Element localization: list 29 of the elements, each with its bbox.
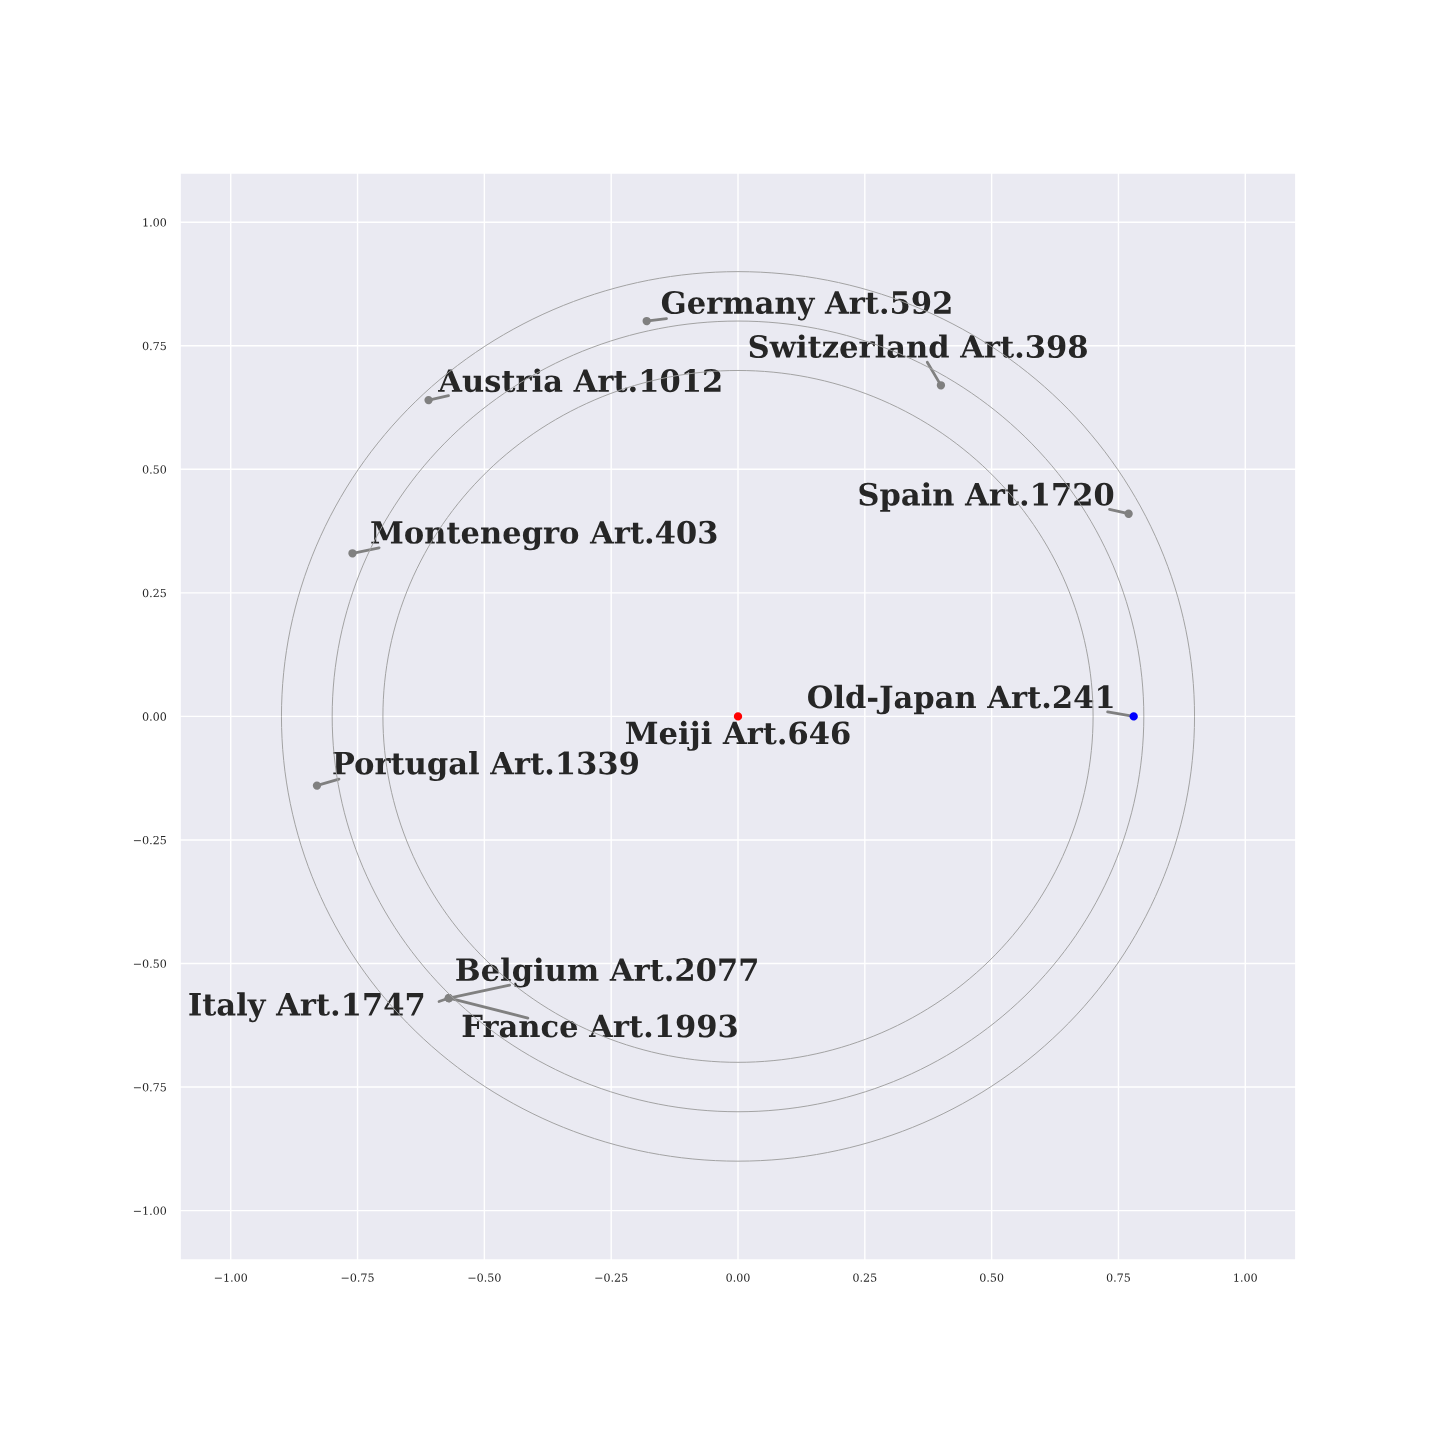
y-tick-label: 1.00 xyxy=(143,218,167,227)
annotation: Belgium Art.2077 xyxy=(456,957,757,988)
annotation: Old-Japan Art.241 xyxy=(808,684,1113,715)
y-tick-label: −0.25 xyxy=(133,835,166,845)
x-tick-label: −0.75 xyxy=(341,1273,374,1282)
annotation: France Art.1993 xyxy=(462,1014,737,1038)
x-tick-label: 0.25 xyxy=(853,1273,877,1282)
y-tick-label: −1.00 xyxy=(133,1206,167,1215)
y-tick-label: 0.50 xyxy=(142,465,167,474)
y-tick-label: −0.50 xyxy=(133,959,167,968)
annotation: Spain Art.1720 xyxy=(859,482,1114,512)
annotation: Austria Art.1012 xyxy=(438,368,721,393)
annotation: Germany Art.592 xyxy=(661,290,951,321)
y-tick-label: 0.00 xyxy=(142,712,167,721)
y-tick-label: 0.25 xyxy=(142,588,166,598)
x-tick-label: −1.00 xyxy=(214,1273,248,1282)
x-tick-label: 0.75 xyxy=(1106,1273,1130,1282)
annotation: Italy Art.1747 xyxy=(189,992,424,1023)
annotation: Portugal Art.1339 xyxy=(333,751,638,782)
x-tick-label: 1.00 xyxy=(1234,1273,1257,1282)
annotation: Meiji Art.646 xyxy=(626,720,850,751)
annotation: Switzerland Art.398 xyxy=(749,334,1087,359)
y-tick-label: −0.75 xyxy=(133,1083,166,1092)
x-tick-label: 0.00 xyxy=(726,1273,750,1282)
x-tick-label: −0.25 xyxy=(595,1273,628,1282)
x-tick-label: −0.50 xyxy=(468,1273,501,1282)
y-tick-label: 0.75 xyxy=(142,341,166,351)
annotation: Montenegro Art.403 xyxy=(371,520,717,551)
x-tick-label: 0.50 xyxy=(980,1273,1004,1282)
